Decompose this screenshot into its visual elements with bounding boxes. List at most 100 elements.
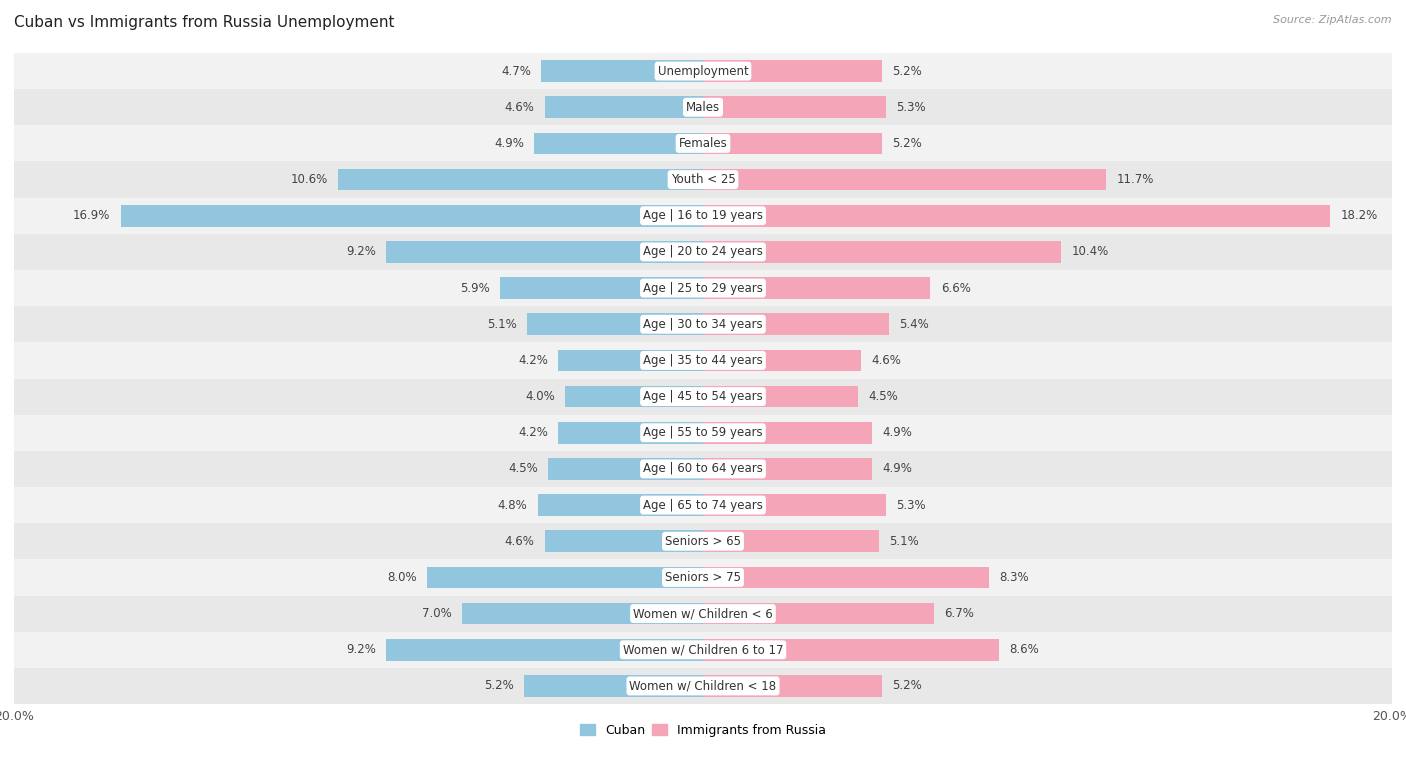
- Text: 4.8%: 4.8%: [498, 499, 527, 512]
- Text: Women w/ Children < 18: Women w/ Children < 18: [630, 680, 776, 693]
- Bar: [14, 161, 1392, 198]
- Text: Age | 16 to 19 years: Age | 16 to 19 years: [643, 209, 763, 223]
- Text: 4.7%: 4.7%: [501, 64, 531, 77]
- Legend: Cuban, Immigrants from Russia: Cuban, Immigrants from Russia: [581, 724, 825, 737]
- Text: Seniors > 65: Seniors > 65: [665, 534, 741, 548]
- Bar: [499, 277, 703, 299]
- Bar: [14, 451, 1392, 487]
- Bar: [703, 241, 1062, 263]
- Bar: [703, 531, 879, 552]
- Text: 9.2%: 9.2%: [346, 245, 375, 258]
- Bar: [387, 639, 703, 661]
- Text: 8.0%: 8.0%: [388, 571, 418, 584]
- Bar: [703, 494, 886, 516]
- Text: Age | 60 to 64 years: Age | 60 to 64 years: [643, 463, 763, 475]
- Text: 4.6%: 4.6%: [505, 534, 534, 548]
- Bar: [14, 415, 1392, 451]
- Bar: [544, 531, 703, 552]
- Text: 8.3%: 8.3%: [1000, 571, 1029, 584]
- Bar: [703, 566, 988, 588]
- Bar: [534, 132, 703, 154]
- Text: 4.9%: 4.9%: [882, 426, 912, 439]
- Text: Age | 45 to 54 years: Age | 45 to 54 years: [643, 390, 763, 403]
- Text: Females: Females: [679, 137, 727, 150]
- Bar: [14, 53, 1392, 89]
- Text: 5.3%: 5.3%: [896, 101, 925, 114]
- Text: Source: ZipAtlas.com: Source: ZipAtlas.com: [1274, 15, 1392, 25]
- Text: 11.7%: 11.7%: [1116, 173, 1154, 186]
- Text: Age | 20 to 24 years: Age | 20 to 24 years: [643, 245, 763, 258]
- Text: 5.1%: 5.1%: [889, 534, 918, 548]
- Text: Age | 25 to 29 years: Age | 25 to 29 years: [643, 282, 763, 294]
- Text: 7.0%: 7.0%: [422, 607, 451, 620]
- Text: 5.9%: 5.9%: [460, 282, 489, 294]
- Bar: [703, 675, 882, 696]
- Text: Age | 35 to 44 years: Age | 35 to 44 years: [643, 354, 763, 367]
- Text: 5.4%: 5.4%: [900, 318, 929, 331]
- Bar: [14, 668, 1392, 704]
- Bar: [14, 198, 1392, 234]
- Text: 5.2%: 5.2%: [893, 137, 922, 150]
- Text: Seniors > 75: Seniors > 75: [665, 571, 741, 584]
- Text: Age | 30 to 34 years: Age | 30 to 34 years: [643, 318, 763, 331]
- Bar: [703, 639, 1000, 661]
- Bar: [703, 386, 858, 407]
- Text: 6.6%: 6.6%: [941, 282, 970, 294]
- Bar: [541, 61, 703, 82]
- Text: 4.2%: 4.2%: [519, 354, 548, 367]
- Bar: [14, 378, 1392, 415]
- Bar: [121, 205, 703, 226]
- Bar: [537, 494, 703, 516]
- Bar: [703, 169, 1107, 191]
- Text: 4.0%: 4.0%: [524, 390, 555, 403]
- Text: 5.1%: 5.1%: [488, 318, 517, 331]
- Text: 4.5%: 4.5%: [869, 390, 898, 403]
- Bar: [703, 422, 872, 444]
- Bar: [14, 631, 1392, 668]
- Bar: [14, 523, 1392, 559]
- Bar: [427, 566, 703, 588]
- Bar: [558, 350, 703, 371]
- Bar: [565, 386, 703, 407]
- Text: 4.5%: 4.5%: [508, 463, 537, 475]
- Bar: [461, 603, 703, 625]
- Text: Age | 65 to 74 years: Age | 65 to 74 years: [643, 499, 763, 512]
- Text: 18.2%: 18.2%: [1340, 209, 1378, 223]
- Text: Males: Males: [686, 101, 720, 114]
- Bar: [527, 313, 703, 335]
- Text: Women w/ Children 6 to 17: Women w/ Children 6 to 17: [623, 643, 783, 656]
- Bar: [14, 342, 1392, 378]
- Bar: [703, 61, 882, 82]
- Text: 4.6%: 4.6%: [505, 101, 534, 114]
- Text: Women w/ Children < 6: Women w/ Children < 6: [633, 607, 773, 620]
- Text: 4.6%: 4.6%: [872, 354, 901, 367]
- Bar: [14, 487, 1392, 523]
- Text: 4.9%: 4.9%: [882, 463, 912, 475]
- Bar: [14, 596, 1392, 631]
- Text: 5.2%: 5.2%: [484, 680, 513, 693]
- Bar: [544, 96, 703, 118]
- Text: 16.9%: 16.9%: [73, 209, 111, 223]
- Text: Youth < 25: Youth < 25: [671, 173, 735, 186]
- Text: 9.2%: 9.2%: [346, 643, 375, 656]
- Bar: [703, 132, 882, 154]
- Bar: [703, 313, 889, 335]
- Text: 4.9%: 4.9%: [494, 137, 524, 150]
- Text: 6.7%: 6.7%: [945, 607, 974, 620]
- Text: 10.4%: 10.4%: [1071, 245, 1109, 258]
- Bar: [387, 241, 703, 263]
- Text: 5.2%: 5.2%: [893, 680, 922, 693]
- Text: Unemployment: Unemployment: [658, 64, 748, 77]
- Bar: [14, 306, 1392, 342]
- Bar: [558, 422, 703, 444]
- Bar: [14, 126, 1392, 161]
- Bar: [14, 270, 1392, 306]
- Bar: [703, 205, 1330, 226]
- Bar: [14, 89, 1392, 126]
- Text: Age | 55 to 59 years: Age | 55 to 59 years: [643, 426, 763, 439]
- Bar: [703, 603, 934, 625]
- Text: 5.3%: 5.3%: [896, 499, 925, 512]
- Text: 5.2%: 5.2%: [893, 64, 922, 77]
- Bar: [14, 234, 1392, 270]
- Bar: [548, 458, 703, 480]
